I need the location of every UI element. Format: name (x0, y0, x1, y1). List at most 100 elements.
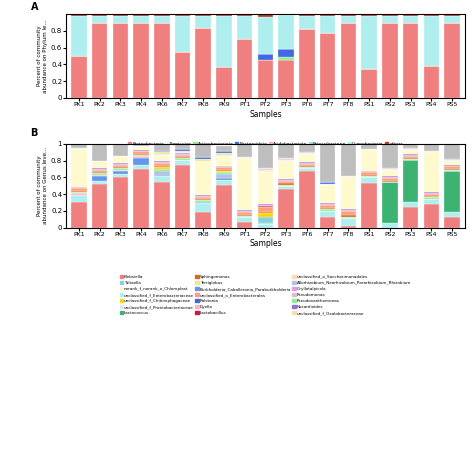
Text: B: B (30, 128, 38, 137)
Bar (175, 149, 190, 151)
Bar (299, 168, 315, 172)
Legend: Proteobacteria, Firmicutes, Actinobacteriota, Bacteroidota, Acidobacteriota, Pat: Proteobacteria, Firmicutes, Actinobacter… (126, 140, 405, 148)
Bar (361, 176, 377, 177)
Bar (299, 153, 315, 154)
Bar (258, 172, 273, 173)
Bar (71, 148, 87, 149)
Bar (444, 218, 460, 228)
Bar (320, 184, 336, 185)
Bar (320, 203, 336, 204)
Bar (237, 216, 253, 218)
Y-axis label: Percent of community
abundance on Phylum le...: Percent of community abundance on Phylum… (37, 19, 48, 93)
Bar (361, 173, 377, 175)
Bar (382, 222, 398, 228)
Bar (154, 171, 170, 175)
Legend: Klebsiella, Taltaella, norank_f_norank_o_Chloroplast, unclassified_f_Enterobacte: Klebsiella, Taltaella, norank_f_norank_o… (118, 273, 412, 317)
Bar (444, 16, 460, 23)
Bar (382, 144, 398, 168)
Bar (175, 52, 190, 98)
Bar (341, 211, 356, 215)
Bar (361, 183, 377, 228)
Bar (403, 160, 419, 201)
Bar (216, 170, 232, 171)
Bar (154, 152, 170, 154)
Bar (216, 178, 232, 180)
Bar (258, 169, 273, 170)
Bar (237, 39, 253, 98)
Bar (175, 14, 190, 16)
Bar (154, 165, 170, 167)
Bar (320, 204, 336, 205)
Bar (71, 14, 87, 16)
Bar (237, 222, 253, 228)
Bar (278, 15, 294, 48)
Bar (403, 148, 419, 149)
Bar (112, 165, 128, 167)
Bar (424, 199, 439, 204)
Bar (258, 14, 273, 17)
Bar (278, 179, 294, 180)
Bar (216, 67, 232, 98)
Bar (320, 205, 336, 208)
Bar (216, 14, 232, 16)
Bar (424, 152, 439, 192)
Bar (195, 201, 211, 203)
Bar (154, 175, 170, 176)
Bar (444, 159, 460, 160)
Bar (403, 201, 419, 207)
Bar (278, 159, 294, 160)
Bar (154, 169, 170, 171)
Bar (403, 158, 419, 159)
Bar (133, 154, 149, 155)
Bar (237, 218, 253, 222)
Bar (361, 144, 377, 149)
X-axis label: Samples: Samples (249, 239, 282, 248)
Bar (71, 187, 87, 188)
Bar (382, 168, 398, 169)
Text: A: A (30, 2, 38, 12)
Bar (299, 144, 315, 152)
Bar (278, 160, 294, 161)
Bar (278, 60, 294, 98)
Bar (424, 143, 439, 151)
Bar (92, 162, 107, 168)
Bar (195, 162, 211, 195)
Bar (341, 210, 356, 211)
Bar (444, 212, 460, 218)
Bar (424, 151, 439, 152)
Bar (195, 200, 211, 201)
Bar (278, 183, 294, 185)
Bar (444, 23, 460, 98)
X-axis label: Samples: Samples (249, 110, 282, 119)
Bar (112, 170, 128, 172)
Bar (341, 23, 356, 98)
Bar (258, 213, 273, 217)
Bar (175, 155, 190, 157)
Bar (195, 211, 211, 228)
Bar (92, 168, 107, 169)
Bar (258, 206, 273, 208)
Bar (154, 14, 170, 16)
Bar (320, 144, 336, 182)
Bar (92, 173, 107, 175)
Bar (258, 204, 273, 205)
Bar (175, 153, 190, 154)
Bar (216, 146, 232, 151)
Bar (424, 197, 439, 199)
Bar (258, 60, 273, 98)
Bar (278, 158, 294, 159)
Bar (92, 16, 107, 23)
Bar (341, 215, 356, 217)
Bar (71, 191, 87, 193)
Bar (175, 160, 190, 165)
Bar (112, 16, 128, 23)
Bar (112, 167, 128, 168)
Bar (71, 16, 87, 56)
Bar (320, 185, 336, 203)
Bar (320, 16, 336, 34)
Bar (424, 16, 439, 66)
Bar (71, 188, 87, 191)
Bar (92, 181, 107, 184)
Bar (320, 34, 336, 98)
Bar (444, 165, 460, 166)
